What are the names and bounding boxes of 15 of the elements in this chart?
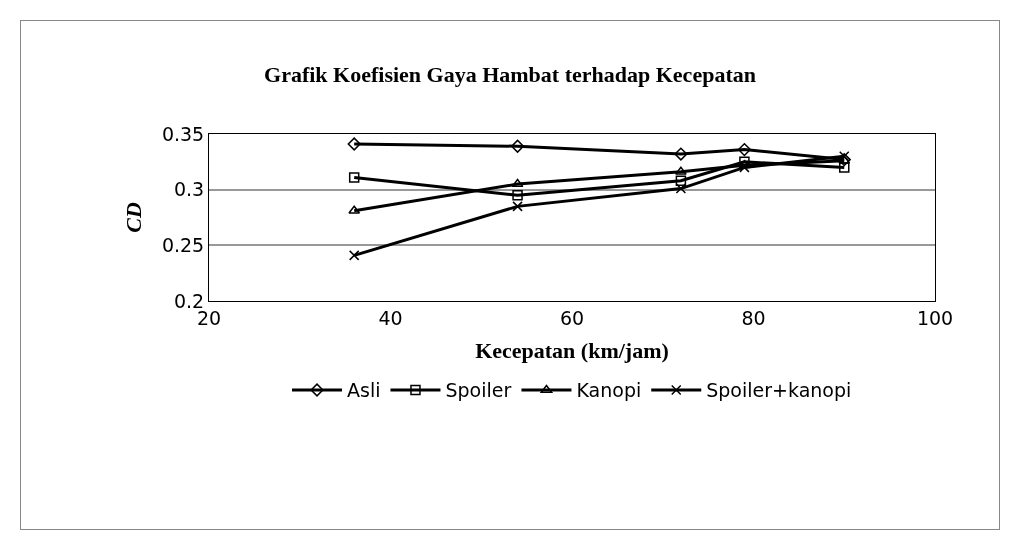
x-tick-label: 60 [559, 306, 585, 329]
x-axis-title: Kecepatan (km/jam) [475, 337, 669, 363]
legend-label: Spoiler+kanopi [706, 379, 852, 402]
y-tick-label: 0.25 [161, 233, 205, 256]
x-tick-label: 40 [378, 306, 403, 329]
y-tick-label: 0.35 [161, 122, 205, 145]
y-axis-title: CD [120, 202, 146, 233]
x-tick-label: 80 [741, 306, 766, 329]
y-tick-label: 0.3 [173, 178, 205, 201]
legend-label: Spoiler [445, 379, 512, 402]
legend-label: Kanopi [576, 379, 642, 402]
chart-title: Grafik Koefisien Gaya Hambat terhadap Kecepatan [264, 62, 756, 88]
y-tick-label: 0.2 [173, 289, 205, 312]
x-tick-label: 100 [916, 306, 954, 329]
legend-label: Asli [347, 379, 381, 402]
